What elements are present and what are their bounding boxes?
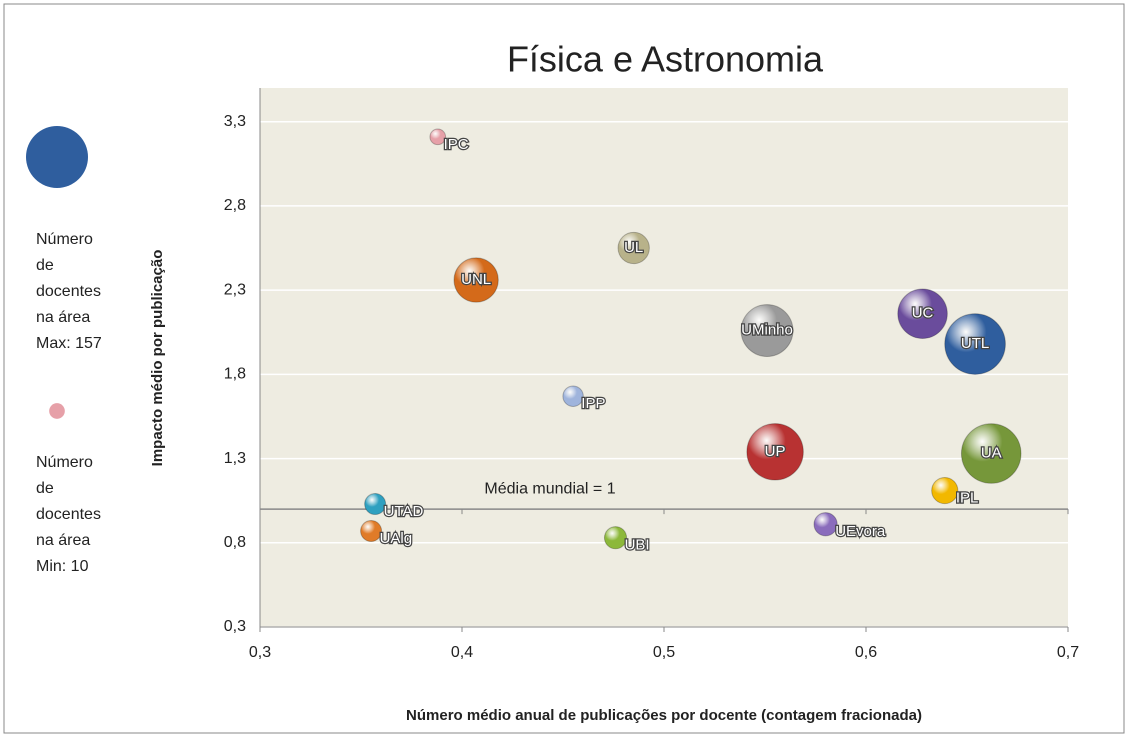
bubble: [931, 476, 959, 505]
legend-bubble: [26, 126, 88, 188]
bubble: [813, 512, 838, 537]
legend-text: Número: [36, 231, 93, 248]
bubble-label: UNL: [461, 271, 491, 288]
bubble: [429, 128, 447, 146]
y-tick-label: 0,8: [224, 534, 246, 551]
bubble: [746, 423, 804, 481]
bubble-label: UMinho: [741, 322, 793, 339]
bubble: [617, 231, 650, 265]
legend-text: na área: [36, 309, 90, 326]
bubble: [603, 526, 628, 550]
bubble: [960, 423, 1022, 484]
bubble-label: IPL: [956, 490, 979, 507]
y-tick-label: 1,8: [224, 366, 246, 383]
legend-text: docentes: [36, 283, 101, 300]
bubble-label: UTAD: [384, 503, 424, 520]
legend-text: Min: 10: [36, 558, 89, 575]
bubble-label: UAlg: [380, 530, 413, 547]
legend-text: Número: [36, 454, 93, 471]
y-axis-label: Impacto médio por publicação: [149, 250, 166, 467]
x-axis-label: Número médio anual de publicações por do…: [406, 707, 922, 724]
x-tick-label: 0,3: [249, 644, 271, 661]
bubble: [740, 304, 794, 357]
y-tick-label: 0,3: [224, 618, 246, 635]
chart-title: Física e Astronomia: [507, 39, 824, 80]
bubble-label: UBI: [625, 537, 650, 554]
x-tick-label: 0,6: [855, 644, 877, 661]
bubble-label: IPP: [581, 395, 605, 412]
plot-area: [260, 88, 1068, 627]
legend-bubble: [49, 403, 65, 419]
bubble: [562, 385, 584, 407]
bubble-label: UEvora: [835, 523, 886, 540]
bubble-label: UL: [624, 239, 643, 256]
x-tick-label: 0,7: [1057, 644, 1079, 661]
bubble-label: IPC: [444, 136, 469, 153]
bubble-label: UTL: [961, 335, 989, 352]
bubble-label: UA: [981, 444, 1002, 461]
legend-text: docentes: [36, 506, 101, 523]
legend-text: na área: [36, 532, 90, 549]
legend-text: de: [36, 480, 54, 497]
bubble-label: UC: [912, 305, 934, 322]
bubble: [364, 493, 387, 516]
bubble-label: UP: [765, 443, 786, 460]
legend-text: Max: 157: [36, 335, 102, 352]
y-tick-label: 1,3: [224, 450, 246, 467]
x-tick-label: 0,5: [653, 644, 675, 661]
bubble: [453, 257, 499, 303]
y-tick-label: 2,8: [224, 197, 246, 214]
y-tick-label: 3,3: [224, 113, 246, 130]
bubble: [360, 519, 383, 542]
x-tick-label: 0,4: [451, 644, 473, 661]
bubble: [897, 288, 948, 339]
legend-text: de: [36, 257, 54, 274]
reference-label: Média mundial = 1: [484, 480, 615, 497]
bubble: [944, 313, 1006, 375]
y-tick-label: 2,3: [224, 281, 246, 298]
